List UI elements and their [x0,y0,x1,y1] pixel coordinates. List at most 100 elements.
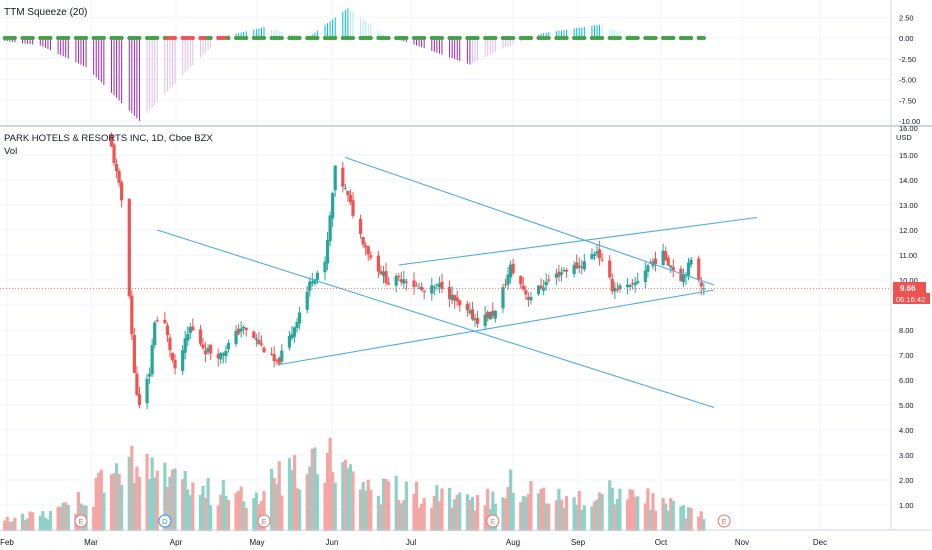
symbol-title[interactable]: PARK HOTELS & RESORTS INC, 1D, Cboe BZX [4,133,213,144]
price-tick: 7.00 [899,351,914,360]
volume-bar [76,492,81,531]
candle-body [359,218,363,235]
volume-bar [277,461,281,531]
volume-bar [369,489,373,531]
volume-bar [341,462,345,531]
squeeze-dot [172,35,178,41]
volume-bar [422,498,426,531]
volume-bar [117,473,121,531]
volume-bar [292,455,297,531]
candle-body [414,285,419,287]
volume-bar [633,496,637,531]
volume-bar [132,482,136,531]
event-marker [74,514,88,528]
volume-bar [20,513,25,531]
volume-bar [506,486,510,531]
volume-bar [163,462,167,531]
candle-body [295,322,299,329]
volume-label[interactable]: Vol [4,146,17,157]
candle-body [503,284,508,286]
squeeze-dot [279,35,284,41]
candle-body [702,288,706,290]
candle-body [188,326,192,333]
candle-body [519,275,523,285]
volume-bar [417,507,421,531]
volume-bar [465,494,469,531]
candle-body [191,326,195,331]
price-tick: 12.00 [899,226,918,235]
candle-body [455,297,459,302]
volume-bar [3,520,7,531]
price-tick: 16.00 [899,124,918,133]
candle-body [432,287,436,289]
candle-body [539,285,543,289]
candle-body [491,310,495,317]
volume-bar [440,488,444,531]
candle-body [468,310,472,314]
squeeze-dot [48,35,53,41]
candle-body [348,195,353,202]
volume-bar [254,492,258,531]
squeeze-dot [83,35,89,41]
candle-body [242,326,246,329]
candle-body [209,344,213,354]
volume-bar [298,489,302,531]
squeeze-dot [66,35,71,41]
volume-bar [646,488,650,531]
time-tick: Aug [506,538,520,547]
volume-bars [3,437,706,531]
volume-bar [25,518,30,531]
time-axis[interactable]: Feb Mar Apr May Jun Jul Aug Sep Oct Nov Dec [0,538,827,547]
candle-body [132,335,136,373]
time-tick: Jun [326,538,339,547]
volume-bar [414,481,419,531]
volume-bar [554,500,558,531]
volume-bar [201,485,205,531]
volume-bar [38,516,42,531]
event-marker [257,514,271,528]
candle-body [206,347,210,352]
volume-bar [526,494,530,531]
volume-bar [295,488,299,531]
candle-body [669,265,673,268]
volume-bar [597,492,602,531]
candle-body [361,237,365,245]
volume-bar [529,481,533,531]
squeeze-dot [422,35,427,41]
volume-bar [120,484,124,531]
volume-bar [46,519,50,531]
price-tick: 11.00 [899,251,917,260]
volume-bar [613,504,617,531]
volume-bar [64,502,68,531]
volume-bar [348,464,353,531]
indicator-label[interactable]: TTM Squeeze (20) [4,7,87,18]
squeeze-tick: -2.50 [899,55,916,64]
squeeze-histogram [2,8,706,121]
candle-body [483,314,487,326]
candle-body [109,134,114,147]
volume-bar [43,518,47,531]
squeeze-dot [528,35,534,41]
volume-bar [181,479,185,531]
volume-bar [92,506,96,531]
price-tick: 6.00 [899,376,914,385]
volume-bar [366,479,370,531]
candle-body [417,287,421,289]
candle-body [554,273,558,278]
volume-bar [664,503,668,531]
volume-bar [183,471,187,531]
candle-body [536,285,541,295]
candle-body [615,289,619,291]
volume-bar [173,468,177,531]
candle-body [257,340,261,344]
volume-bar [359,489,363,531]
time-tick: Feb [0,538,14,547]
squeeze-dot [368,35,373,41]
candle-body [564,269,569,272]
price-tick: 14.00 [899,176,918,185]
candle-body [542,287,546,291]
candle-body [224,351,228,357]
candle-body [420,286,424,290]
volume-bar [404,481,408,531]
